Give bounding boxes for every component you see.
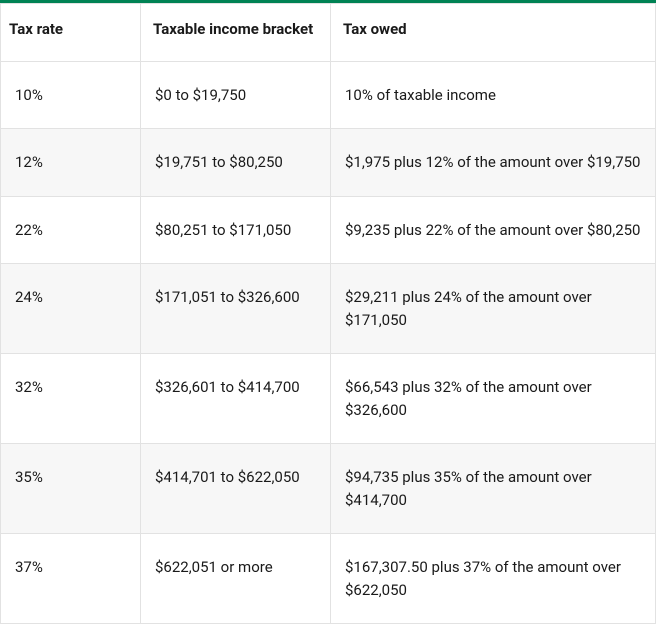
table-row: 32% $326,601 to $414,700 $66,543 plus 32… xyxy=(1,354,656,444)
cell-rate: 37% xyxy=(1,534,141,624)
cell-owed: $66,543 plus 32% of the amount over $326… xyxy=(331,354,656,444)
col-header-owed: Tax owed xyxy=(331,4,656,62)
cell-bracket: $414,701 to $622,050 xyxy=(141,444,331,534)
cell-rate: 32% xyxy=(1,354,141,444)
cell-bracket: $622,051 or more xyxy=(141,534,331,624)
cell-bracket: $80,251 to $171,050 xyxy=(141,196,331,264)
cell-bracket: $19,751 to $80,250 xyxy=(141,129,331,197)
cell-bracket: $0 to $19,750 xyxy=(141,61,331,129)
table-row: 10% $0 to $19,750 10% of taxable income xyxy=(1,61,656,129)
cell-owed: $9,235 plus 22% of the amount over $80,2… xyxy=(331,196,656,264)
table-row: 12% $19,751 to $80,250 $1,975 plus 12% o… xyxy=(1,129,656,197)
cell-bracket: $326,601 to $414,700 xyxy=(141,354,331,444)
tax-brackets-table-container: Tax rate Taxable income bracket Tax owed… xyxy=(0,0,656,624)
col-header-bracket: Taxable income bracket xyxy=(141,4,331,62)
cell-owed: $29,211 plus 24% of the amount over $171… xyxy=(331,264,656,354)
cell-owed: $1,975 plus 12% of the amount over $19,7… xyxy=(331,129,656,197)
cell-bracket: $171,051 to $326,600 xyxy=(141,264,331,354)
cell-owed: 10% of taxable income xyxy=(331,61,656,129)
cell-rate: 24% xyxy=(1,264,141,354)
tax-brackets-table: Tax rate Taxable income bracket Tax owed… xyxy=(0,3,656,624)
cell-rate: 22% xyxy=(1,196,141,264)
col-header-rate: Tax rate xyxy=(1,4,141,62)
table-header-row: Tax rate Taxable income bracket Tax owed xyxy=(1,4,656,62)
table-row: 37% $622,051 or more $167,307.50 plus 37… xyxy=(1,534,656,624)
cell-rate: 12% xyxy=(1,129,141,197)
table-row: 24% $171,051 to $326,600 $29,211 plus 24… xyxy=(1,264,656,354)
table-row: 35% $414,701 to $622,050 $94,735 plus 35… xyxy=(1,444,656,534)
cell-owed: $167,307.50 plus 37% of the amount over … xyxy=(331,534,656,624)
cell-owed: $94,735 plus 35% of the amount over $414… xyxy=(331,444,656,534)
cell-rate: 10% xyxy=(1,61,141,129)
table-row: 22% $80,251 to $171,050 $9,235 plus 22% … xyxy=(1,196,656,264)
cell-rate: 35% xyxy=(1,444,141,534)
